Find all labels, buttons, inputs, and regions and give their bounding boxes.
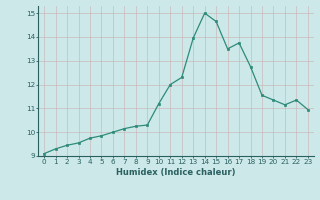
X-axis label: Humidex (Indice chaleur): Humidex (Indice chaleur) — [116, 168, 236, 177]
